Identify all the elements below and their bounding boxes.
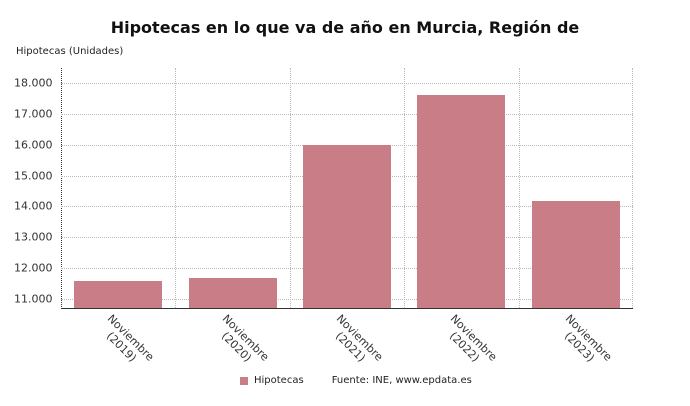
y-tick-label: 18.000	[14, 76, 53, 90]
vertical-gridline	[404, 68, 406, 308]
plot-area	[61, 68, 633, 309]
bar	[188, 277, 277, 308]
x-tick-label: Noviembre (2019)	[104, 312, 157, 365]
y-tick-label: 17.000	[14, 107, 53, 121]
y-axis	[61, 68, 62, 309]
gridline	[61, 114, 633, 116]
y-axis-label: Hipotecas (Unidades)	[16, 46, 124, 57]
x-tick-label: Noviembre (2021)	[332, 312, 386, 365]
y-tick-label: 14.000	[14, 199, 53, 213]
y-tick-label: 15.000	[14, 169, 53, 183]
legend-swatch-hipotecas	[240, 376, 248, 385]
x-tick-label: Noviembre (2023)	[561, 312, 615, 365]
bar	[74, 280, 163, 308]
y-tick-label: 11.000	[14, 292, 53, 306]
x-tick-label: Noviembre (2020)	[218, 312, 272, 365]
y-tick-label: 12.000	[14, 261, 53, 275]
y-tick-label: 13.000	[14, 230, 53, 244]
x-axis	[61, 308, 633, 309]
bar	[303, 144, 391, 308]
vertical-gridline	[289, 68, 291, 308]
gridline	[61, 83, 633, 85]
bar	[531, 200, 620, 308]
source-note: Fuente: INE, www.epdata.es	[331, 375, 472, 386]
y-tick-label: 16.000	[14, 138, 53, 152]
x-tick-label: Noviembre (2022)	[447, 312, 500, 365]
vertical-gridline	[518, 68, 520, 308]
chart-title: Hipotecas en lo que va de año en Murcia,…	[110, 18, 580, 37]
vertical-gridline	[175, 68, 177, 308]
legend: Hipotecas Fuente: INE, www.epdata.es	[240, 375, 472, 386]
vertical-gridline	[632, 68, 633, 308]
legend-label: Hipotecas	[254, 375, 304, 386]
bar	[417, 95, 506, 308]
